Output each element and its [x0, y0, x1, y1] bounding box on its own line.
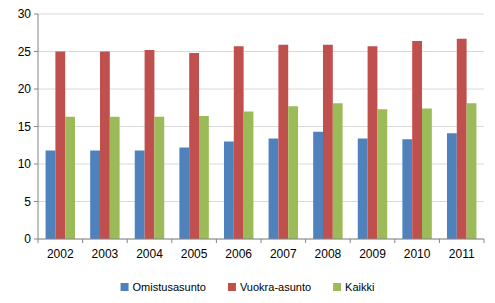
bar: [467, 103, 477, 239]
x-tick: [171, 239, 172, 243]
x-tick-label: 2004: [136, 247, 163, 261]
y-tick-label: 25: [18, 45, 32, 59]
y-tick-label: 20: [18, 82, 32, 96]
x-tick-label: 2008: [315, 247, 342, 261]
bar: [135, 151, 145, 240]
bar: [412, 41, 422, 239]
x-tick: [350, 239, 351, 243]
x-tick: [305, 239, 306, 243]
bar: [234, 46, 244, 239]
bar: [402, 139, 412, 239]
bar: [110, 117, 120, 239]
bar: [224, 142, 234, 240]
legend-label: Vuokra-asunto: [240, 281, 311, 293]
bar: [179, 148, 189, 240]
bar: [447, 133, 457, 239]
bar: [46, 151, 56, 240]
legend-swatch: [121, 283, 129, 291]
y-tick-label: 0: [24, 232, 31, 246]
x-tick: [484, 239, 485, 243]
legend-label: Omistusasunto: [133, 281, 206, 293]
x-tick: [439, 239, 440, 243]
legend: Omistusasunto Vuokra-asunto Kaikki: [121, 281, 375, 293]
bar: [323, 45, 333, 239]
x-tick: [82, 239, 83, 243]
x-tick-label: 2005: [181, 247, 208, 261]
x-tick-label: 2007: [270, 247, 297, 261]
x-tick-label: 2002: [47, 247, 74, 261]
y-tick: [34, 164, 38, 165]
y-tick-label: 15: [18, 120, 32, 134]
chart: 0 5 10 15 20 25 30 2002 2003 2004 2005 2006 2007 2008…: [0, 0, 495, 303]
y-tick: [34, 126, 38, 127]
bar: [269, 139, 279, 240]
y-tick: [34, 239, 38, 240]
legend-label: Kaikki: [345, 281, 374, 293]
x-tick-label: 2003: [92, 247, 119, 261]
x-tick: [261, 239, 262, 243]
x-tick-label: 2009: [359, 247, 386, 261]
y-tick-label: 10: [18, 157, 32, 171]
x-tick: [216, 239, 217, 243]
y-tick: [34, 201, 38, 202]
bar: [154, 117, 164, 239]
bar: [199, 116, 209, 239]
bar: [55, 52, 65, 240]
bar: [244, 112, 254, 240]
bar: [278, 45, 288, 239]
bar: [358, 139, 368, 240]
bar: [368, 46, 378, 239]
y-tick: [34, 89, 38, 90]
x-tick: [38, 239, 39, 243]
bar: [145, 50, 155, 239]
y-tick: [34, 51, 38, 52]
grid-line: [38, 14, 484, 15]
bar: [313, 132, 323, 239]
bars: [46, 39, 477, 239]
y-tick-label: 30: [18, 7, 32, 21]
legend-swatch: [228, 283, 236, 291]
x-tick-label: 2010: [404, 247, 431, 261]
x-tick-label: 2006: [225, 247, 252, 261]
bar: [457, 39, 467, 239]
x-tick: [394, 239, 395, 243]
x-tick-label: 2011: [449, 247, 475, 261]
x-tick: [127, 239, 128, 243]
bar: [100, 52, 110, 240]
bar: [189, 53, 199, 239]
bar: [377, 109, 387, 239]
bar: [422, 109, 432, 240]
legend-swatch: [333, 283, 341, 291]
y-axis: [38, 14, 39, 239]
bar: [333, 103, 343, 239]
y-tick: [34, 14, 38, 15]
bar: [288, 106, 298, 239]
bar: [65, 117, 75, 239]
y-tick-label: 5: [24, 195, 31, 209]
bar: [90, 151, 100, 240]
